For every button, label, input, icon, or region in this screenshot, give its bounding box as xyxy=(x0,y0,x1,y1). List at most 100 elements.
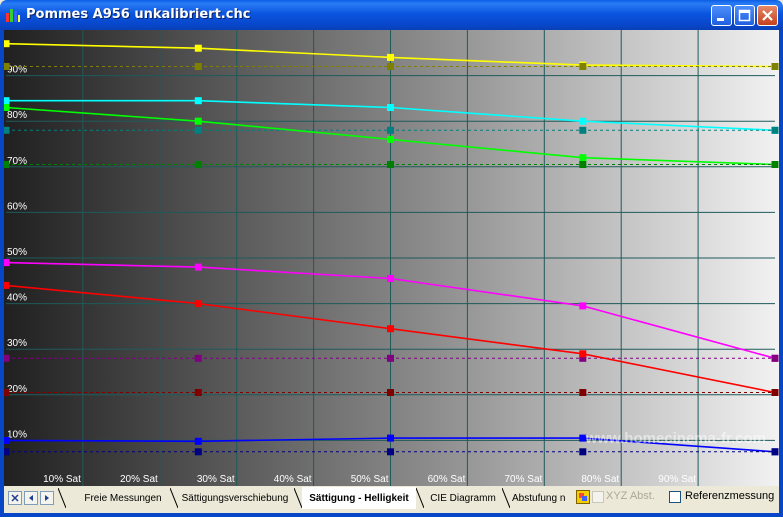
series-7 xyxy=(4,354,779,362)
series-3 xyxy=(4,126,779,134)
data-point xyxy=(194,126,202,134)
data-point xyxy=(771,126,779,134)
data-point xyxy=(194,389,202,396)
close-button[interactable] xyxy=(757,5,778,26)
data-point xyxy=(194,63,202,70)
xyz-abst-checkbox[interactable] xyxy=(592,491,604,503)
arrow-left-icon xyxy=(29,495,33,501)
data-point xyxy=(387,354,394,362)
data-point xyxy=(387,161,394,168)
series-9 xyxy=(4,389,779,396)
close-icon xyxy=(762,10,773,21)
data-point xyxy=(387,53,394,61)
data-point xyxy=(194,161,202,168)
data-point xyxy=(579,448,587,456)
data-point xyxy=(579,302,587,310)
tab-next-button[interactable] xyxy=(40,491,54,505)
data-point xyxy=(579,63,587,70)
data-point xyxy=(771,161,779,168)
tab-abstufung[interactable]: Abstufung n xyxy=(512,492,566,504)
x-tick-label: 80% Sat xyxy=(581,474,619,485)
data-point xyxy=(579,434,587,442)
data-point xyxy=(387,63,394,70)
data-point xyxy=(387,434,394,442)
tab-close-button[interactable] xyxy=(8,491,22,505)
data-point xyxy=(194,97,202,105)
x-tick-label: 90% Sat xyxy=(658,474,696,485)
watermark-text: www.homecinema-fr.com xyxy=(585,430,766,447)
data-point xyxy=(771,389,779,396)
x-tick-label: 10% Sat xyxy=(43,474,81,485)
data-point xyxy=(4,63,10,70)
tab-cie-diagramm[interactable]: CIE Diagramm xyxy=(430,492,496,504)
data-point xyxy=(4,104,10,111)
data-point xyxy=(387,275,394,282)
data-point xyxy=(4,448,10,456)
data-point xyxy=(579,117,587,125)
data-point xyxy=(4,40,10,48)
title-bar[interactable]: Pommes A956 unkalibriert.chc xyxy=(0,0,783,30)
data-point xyxy=(579,154,587,162)
x-tick-label: 30% Sat xyxy=(197,474,235,485)
data-point xyxy=(4,389,10,396)
maximize-button[interactable] xyxy=(734,5,755,26)
arrow-right-icon xyxy=(45,495,49,501)
series-11 xyxy=(4,448,779,456)
data-point xyxy=(387,325,394,333)
data-point xyxy=(194,263,202,271)
tab-prev-button[interactable] xyxy=(24,491,38,505)
data-point xyxy=(387,126,394,134)
data-point xyxy=(194,300,202,308)
data-point xyxy=(579,354,587,362)
data-point xyxy=(771,448,779,456)
data-point xyxy=(579,161,587,168)
window-title: Pommes A956 unkalibriert.chc xyxy=(26,7,251,22)
data-point xyxy=(771,354,779,362)
x-tick-label: 40% Sat xyxy=(274,474,312,485)
y-tick-label: 50% xyxy=(7,247,27,258)
data-point xyxy=(4,126,10,134)
data-point xyxy=(771,63,779,70)
xyz-abst-label: XYZ Abst. xyxy=(606,490,655,502)
referenzmessung-checkbox[interactable] xyxy=(669,491,681,503)
x-tick-label: 60% Sat xyxy=(428,474,466,485)
series-5 xyxy=(4,161,779,168)
data-point xyxy=(387,448,394,456)
data-point xyxy=(4,281,10,289)
data-point xyxy=(194,437,202,445)
minimize-icon xyxy=(717,18,724,21)
data-point xyxy=(194,448,202,456)
data-point xyxy=(194,44,202,52)
bar-chart-app-icon xyxy=(6,9,20,22)
x-tick-label: 70% Sat xyxy=(504,474,542,485)
tab-freie-messungen[interactable]: Freie Messungen xyxy=(84,492,162,504)
y-tick-label: 90% xyxy=(7,65,27,76)
tab-saettigung-helligkeit[interactable]: Sättigung - Helligkeit xyxy=(302,487,416,509)
data-point xyxy=(387,389,394,396)
x-tick-label: 20% Sat xyxy=(120,474,158,485)
data-point xyxy=(4,436,10,444)
y-tick-label: 40% xyxy=(7,293,27,304)
y-tick-label: 20% xyxy=(7,384,27,395)
minimize-button[interactable] xyxy=(711,5,732,26)
y-tick-label: 30% xyxy=(7,338,27,349)
data-point xyxy=(387,104,394,111)
chart-area: 10% 20% 30% 40% 50% 60% 70% 80% 90% 10% Sat 20% S… xyxy=(4,30,779,486)
data-point xyxy=(4,97,10,105)
close-x-icon xyxy=(11,494,19,502)
data-point xyxy=(4,161,10,168)
y-tick-label: 10% xyxy=(7,429,27,440)
data-point xyxy=(387,135,394,143)
maximize-icon xyxy=(738,9,751,22)
tab-saettigungsverschiebung[interactable]: Sättigungsverschiebung xyxy=(181,492,289,504)
series-1 xyxy=(4,63,779,70)
data-point xyxy=(579,126,587,134)
x-tick-label: 50% Sat xyxy=(351,474,389,485)
data-point xyxy=(4,354,10,362)
y-tick-label: 80% xyxy=(7,110,27,121)
referenzmessung-label: Referenzmessung xyxy=(685,490,775,502)
data-point xyxy=(579,389,587,396)
data-point xyxy=(4,259,10,267)
warning-icon xyxy=(576,490,590,504)
tab-bar: Freie Messungen Sättigungsverschiebung S… xyxy=(4,486,779,513)
